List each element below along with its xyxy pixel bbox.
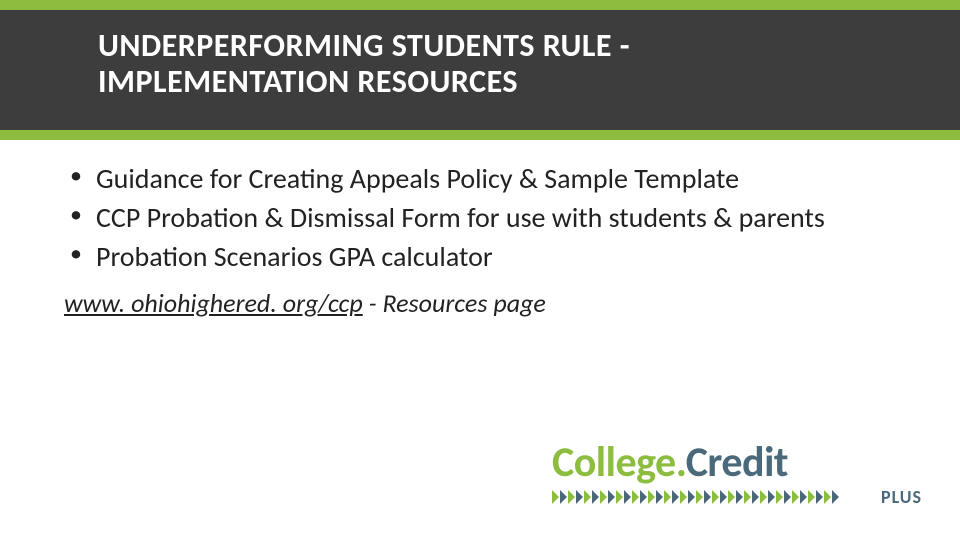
logo-row-2: PLUS (552, 486, 922, 508)
title-line-2: IMPLEMENTATION RESOURCES (98, 62, 518, 101)
resource-suffix: - Resources page (363, 287, 546, 319)
college-credit-plus-logo: College.Credit PLUS (552, 442, 922, 518)
slide-title: UNDERPERFORMING STUDENTS RULE - IMPLEMEN… (98, 28, 960, 100)
header-inner: UNDERPERFORMING STUDENTS RULE - IMPLEMEN… (0, 10, 960, 130)
header-band: UNDERPERFORMING STUDENTS RULE - IMPLEMEN… (0, 0, 960, 140)
list-item: Probation Scenarios GPA calculator (62, 240, 898, 273)
list-item: Guidance for Creating Appeals Policy & S… (62, 162, 898, 195)
logo-row-1: College.Credit (552, 442, 922, 484)
resource-url[interactable]: www. ohiohighered. org/ccp (64, 287, 363, 319)
logo-word-credit: .Credit (676, 442, 788, 484)
bullet-list: Guidance for Creating Appeals Policy & S… (62, 162, 898, 273)
logo-chevron-strip (552, 490, 875, 504)
list-item: CCP Probation & Dismissal Form for use w… (62, 201, 898, 234)
logo-word-plus: PLUS (881, 486, 922, 508)
resource-link-line: www. ohiohighered. org/ccp - Resources p… (62, 287, 898, 319)
content-area: Guidance for Creating Appeals Policy & S… (0, 140, 960, 540)
title-line-1: UNDERPERFORMING STUDENTS RULE - (98, 26, 630, 65)
logo-word-college: College (552, 442, 676, 484)
